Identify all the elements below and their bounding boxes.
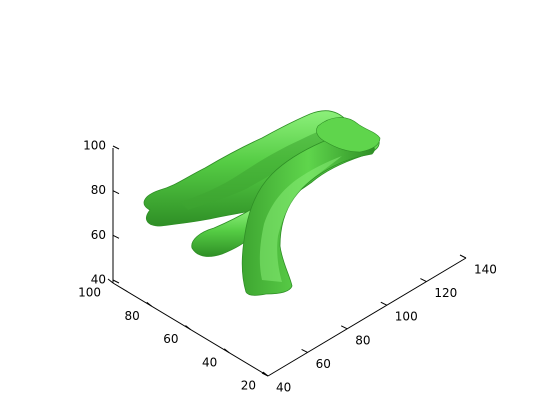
x-axis-tick-label: 100 [395,310,418,324]
x-axis-tick [420,278,427,283]
y-axis-tick [146,301,153,307]
surface-ridge [180,127,342,210]
x-axis-tick-label: 60 [316,357,331,371]
surface-right-cap [316,117,381,153]
z-axis-tick-label: 80 [91,183,106,197]
x-axis-tick [261,372,269,377]
y-axis-tick-label: 20 [241,379,256,393]
z-axis-tick [112,279,120,284]
x-axis-tick-label: 120 [434,286,457,300]
x-axis-tick-label: 40 [276,381,291,395]
x-axis-tick-label: 140 [474,263,497,277]
x-axis-line [267,257,467,377]
y-axis-tick-label: 100 [78,286,101,300]
z-axis-tick-label: 40 [91,273,106,287]
y-axis-tick [107,278,114,284]
surface-arch-highlight [259,156,342,282]
x-axis-tick [380,301,388,306]
y-axis-tick [223,348,230,354]
x-axis-tick [340,325,348,330]
surface-object [143,110,381,296]
z-axis-tick [112,190,120,195]
z-axis-tick-label: 60 [91,228,106,242]
y-axis-tick [185,325,191,330]
x-axis-tick [459,254,467,259]
y-axis-tick-label: 80 [124,309,139,323]
z-axis-tick [112,145,120,150]
z-axis-tick-label: 100 [83,139,106,153]
y-axis-tick-label: 60 [163,332,178,346]
x-axis-tick [301,348,308,353]
y-axis-ticks: 20 40 60 80 100 [78,278,269,393]
x-axis-ticks: 40 60 80 100 120 140 [261,254,497,395]
z-axis-tick [112,234,120,239]
z-axis-ticks: 40 60 80 100 [83,139,120,287]
x-axis-tick-label: 80 [355,333,370,347]
y-axis-tick-label: 40 [202,355,217,369]
